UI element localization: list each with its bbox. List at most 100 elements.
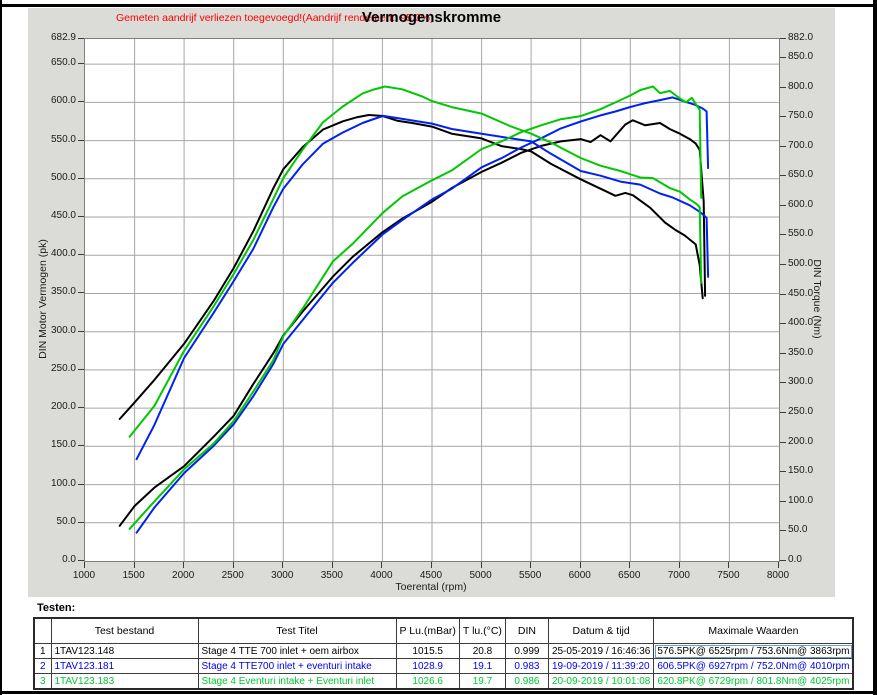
- y-right-tick-mark: [780, 116, 786, 118]
- y-right-tick-mark: [780, 204, 786, 206]
- x-tick-mark: [678, 562, 680, 568]
- test-run-cell-num: 2: [33, 658, 52, 674]
- x-tick-label: 2000: [172, 570, 195, 581]
- x-tick-label: 5000: [469, 570, 492, 581]
- y-left-tick-label: 350.0: [50, 286, 76, 298]
- column-header: Maximale Waarden: [653, 617, 854, 644]
- y-right-tick-mark: [780, 352, 786, 354]
- y-right-tick-mark: [780, 441, 786, 443]
- y-right-tick-mark: [780, 234, 786, 236]
- x-tick-mark: [579, 562, 581, 568]
- test-run-cell-p_lu: 1028.9: [395, 658, 460, 674]
- y-right-tick-label: 250.0: [788, 406, 814, 418]
- y-left-tick-label: 600.0: [50, 95, 76, 107]
- y-left-tick-mark: [78, 330, 84, 332]
- power-curve-chart-panel: Gemeten aandrijf verliezen toegevoegd!(A…: [28, 8, 835, 597]
- x-tick-label: 8000: [766, 570, 790, 581]
- x-tick-mark: [778, 562, 779, 568]
- x-tick-mark: [282, 562, 284, 568]
- test-run-cell-bestand: 1TAV123.183: [50, 673, 199, 690]
- y-left-tick-mark: [78, 177, 84, 179]
- x-tick-label: 3500: [320, 570, 343, 581]
- y-right-tick-label: 700.0: [788, 139, 814, 151]
- table-header-row: Test bestand Test Titel P Lu.(mBar) T lu.(°…: [33, 617, 854, 644]
- y-right-tick-mark: [780, 500, 786, 502]
- x-tick-label: 4500: [419, 570, 443, 581]
- y-left-tick-label: 300.0: [50, 324, 76, 336]
- y-right-tick-label: 400.0: [788, 317, 814, 329]
- test-run-cell-t_lu: 19.1: [458, 658, 506, 674]
- x-tick-mark: [232, 562, 234, 568]
- y-right-tick-label: 200.0: [788, 435, 814, 447]
- test-run-cell-titel: Stage 4 TTE 700 inlet + oem airbox: [197, 643, 397, 659]
- y-axis-left-title: DIN Motor Vermogen (pk): [37, 239, 49, 359]
- test-run-row[interactable]: 3 1TAV123.183 Stage 4 Eventuri intake + Ev…: [33, 673, 854, 690]
- y-right-tick-label: 300.0: [788, 376, 814, 388]
- y-right-tick-mark: [780, 264, 786, 266]
- test-run-row[interactable]: 1 1TAV123.148 Stage 4 TTE 700 inlet + oem …: [33, 643, 854, 659]
- y-right-tick-mark: [780, 471, 786, 473]
- plot-area: [84, 38, 780, 562]
- y-left-tick-mark: [78, 139, 84, 141]
- drivetrain-loss-annotation: Gemeten aandrijf verliezen toegevoegd!(A…: [116, 12, 434, 24]
- y-axis-right-title: DIN Torque (Nm): [811, 259, 823, 339]
- x-tick-mark: [629, 562, 631, 568]
- y-left-tick-label: 50.0: [56, 515, 76, 527]
- dyno-curves-svg: [85, 39, 779, 561]
- y-right-tick-label: 850.0: [788, 50, 814, 62]
- test-run-cell-t_lu: 19.7: [458, 673, 506, 690]
- x-tick-mark: [480, 562, 482, 568]
- y-left-tick-label: 650.0: [50, 57, 76, 69]
- test-run-cell-titel: Stage 4 Eventuri intake + Eventuri inlet: [197, 673, 397, 690]
- y-right-tick-label: 100.0: [788, 494, 814, 506]
- y-left-tick-label: 450.0: [50, 210, 76, 222]
- x-tick-label: 3000: [271, 570, 294, 581]
- x-tick-label: 4000: [370, 570, 393, 581]
- y-right-tick-label: 150.0: [788, 465, 814, 477]
- y-left-tick-mark: [78, 407, 84, 409]
- column-header: Test bestand: [50, 617, 199, 644]
- column-header: P Lu.(mBar): [395, 617, 460, 644]
- y-right-tick-mark: [780, 323, 786, 325]
- test-run-cell-din: 0.983: [504, 658, 549, 674]
- y-right-tick-mark: [780, 412, 786, 414]
- y-right-tick-mark: [780, 86, 786, 88]
- y-left-tick-label: 150.0: [50, 439, 76, 451]
- x-tick-mark: [183, 562, 185, 568]
- test-run-cell-datum: 25-05-2019 / 16:46:36: [547, 643, 655, 659]
- y-right-tick-label: 600.0: [788, 198, 814, 210]
- y-right-tick-label: 500.0: [788, 258, 814, 270]
- frame-left-border: [0, 0, 2, 695]
- test-run-cell-p_lu: 1026.6: [395, 673, 460, 690]
- y-right-tick-mark: [780, 560, 786, 561]
- y-right-tick-mark: [780, 293, 786, 295]
- y-left-tick-mark: [78, 216, 84, 218]
- test-run-cell-bestand: 1TAV123.148: [50, 643, 199, 659]
- test-run-cell-max: 606.5PK@ 6927rpm / 752.0Nm@ 4010rpm: [653, 658, 854, 674]
- y-left-tick-mark: [78, 560, 84, 561]
- test-run-cell-bestand: 1TAV123.181: [50, 658, 199, 674]
- x-tick-label: 5500: [519, 570, 542, 581]
- y-left-tick-mark: [78, 445, 84, 447]
- x-tick-label: 7500: [717, 570, 740, 581]
- y-left-tick-mark: [78, 292, 84, 294]
- y-right-tick-label: 350.0: [788, 346, 814, 358]
- column-header: DIN: [504, 617, 549, 644]
- y-left-tick-label: 100.0: [50, 477, 76, 489]
- y-left-tick-mark: [78, 483, 84, 485]
- y-right-tick-label: 650.0: [788, 169, 814, 181]
- test-run-cell-p_lu: 1015.5: [395, 643, 460, 659]
- x-tick-mark: [431, 562, 432, 568]
- x-tick-label: 2500: [221, 570, 244, 581]
- y-left-tick-label: 550.0: [50, 133, 76, 145]
- test-run-cell-din: 0.999: [504, 643, 549, 659]
- x-tick-label: 6500: [618, 570, 641, 581]
- x-tick-mark: [728, 562, 730, 568]
- y-left-tick-label: 250.0: [50, 362, 76, 374]
- column-header: Test Titel: [197, 617, 397, 644]
- test-run-cell-datum: 20-09-2019 / 10:01:08: [547, 673, 655, 690]
- test-run-row[interactable]: 2 1TAV123.181 Stage 4 TTE700 inlet + event…: [33, 658, 854, 674]
- x-tick-mark: [530, 562, 532, 568]
- y-right-tick-mark: [780, 175, 786, 177]
- x-tick-label: 7000: [667, 570, 690, 581]
